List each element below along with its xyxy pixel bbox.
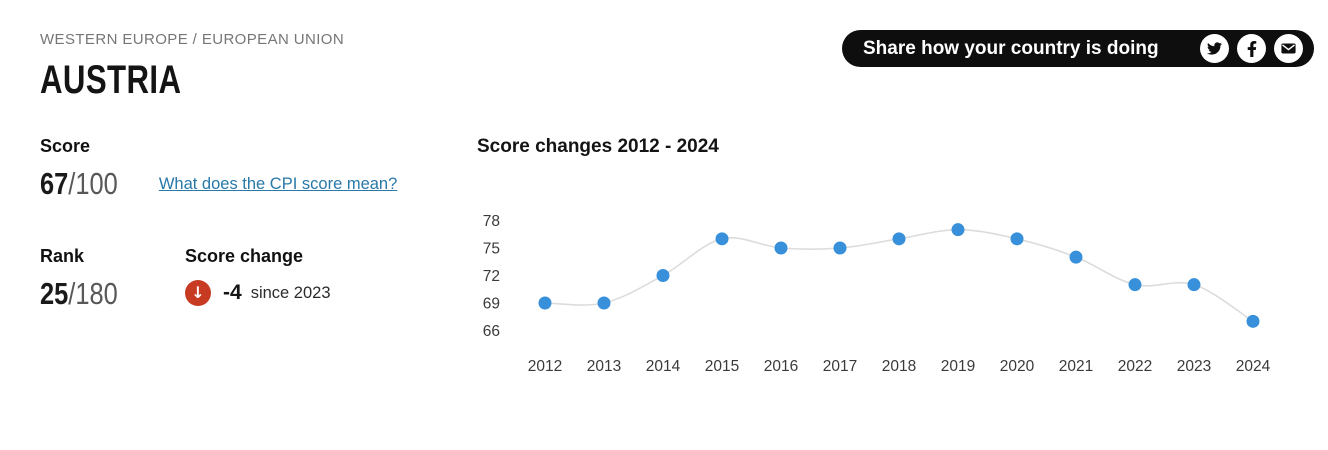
x-axis-label-2020: 2020 (1000, 358, 1035, 375)
x-axis-label-2021: 2021 (1059, 358, 1093, 375)
x-axis-label-2016: 2016 (764, 358, 798, 375)
x-axis-label-2013: 2013 (587, 358, 621, 375)
y-axis-tick-66: 66 (483, 323, 500, 340)
x-axis-label-2024: 2024 (1236, 358, 1271, 375)
y-axis-tick-69: 69 (483, 296, 500, 313)
score-change-block: Score change ↓ -4 since 2023 (185, 246, 460, 312)
chart-point-2023[interactable] (1187, 278, 1201, 292)
chart-point-2013[interactable] (597, 296, 611, 310)
score-heading: Score (40, 136, 91, 156)
x-axis-label-2014: 2014 (646, 358, 681, 375)
chart-point-2017[interactable] (833, 241, 847, 255)
score-change-heading: Score change (185, 246, 304, 266)
share-facebook-button[interactable] (1237, 34, 1266, 63)
x-axis-label-2019: 2019 (941, 358, 975, 375)
rank-block: Rank 25/180 (40, 246, 185, 312)
y-axis-tick-72: 72 (483, 268, 500, 285)
score-value: 67/100 (40, 166, 118, 202)
x-axis-label-2017: 2017 (823, 358, 857, 375)
y-axis-tick-75: 75 (483, 241, 500, 258)
x-axis-label-2023: 2023 (1177, 358, 1211, 375)
score-panel: Score 67/100 What does the CPI score mea… (40, 136, 460, 312)
chart-point-2012[interactable] (538, 296, 552, 310)
x-axis-label-2018: 2018 (882, 358, 916, 375)
score-numerator: 67 (40, 166, 69, 201)
chart-point-2018[interactable] (892, 232, 906, 246)
score-change-caption: since 2023 (250, 283, 331, 302)
chart-point-2016[interactable] (774, 241, 788, 255)
chart-point-2014[interactable] (656, 269, 670, 282)
cpi-score-meaning-link[interactable]: What does the CPI score mean? (158, 174, 398, 193)
score-change-value: -4 (223, 281, 242, 304)
email-icon (1280, 40, 1297, 57)
facebook-icon (1247, 40, 1257, 57)
x-axis-label-2015: 2015 (705, 358, 739, 375)
share-email-button[interactable] (1274, 34, 1303, 63)
chart-point-2022[interactable] (1128, 278, 1142, 292)
twitter-icon (1207, 41, 1222, 56)
share-icons (1200, 34, 1303, 63)
score-denominator: /100 (68, 166, 118, 201)
y-axis-tick-78: 78 (483, 213, 500, 230)
chart-point-2015[interactable] (715, 232, 729, 246)
x-axis-label-2012: 2012 (528, 358, 562, 375)
chart-point-2019[interactable] (951, 223, 965, 237)
chart-point-2020[interactable] (1010, 232, 1024, 246)
share-twitter-button[interactable] (1200, 34, 1229, 63)
arrow-down-circle-icon: ↓ (185, 280, 211, 306)
page-title-country: AUSTRIA (40, 58, 182, 102)
breadcrumb: WESTERN EUROPE / EUROPEAN UNION (40, 31, 345, 48)
score-trend-chart: 78 75 72 69 66 2012 2013 2014 2015 2016 2017 2018 20… (483, 213, 1271, 375)
x-axis-label-2022: 2022 (1118, 358, 1152, 375)
rank-numerator: 25 (40, 276, 69, 311)
share-bar: Share how your country is doing (842, 30, 1314, 67)
chart-point-2024[interactable] (1246, 314, 1260, 328)
chart-point-2021[interactable] (1069, 250, 1083, 264)
rank-value: 25/180 (40, 276, 118, 312)
rank-denominator: /180 (68, 276, 118, 311)
share-bar-label: Share how your country is doing (863, 37, 1159, 59)
chart-title: Score changes 2012 - 2024 (477, 136, 719, 157)
rank-heading: Rank (40, 246, 85, 266)
